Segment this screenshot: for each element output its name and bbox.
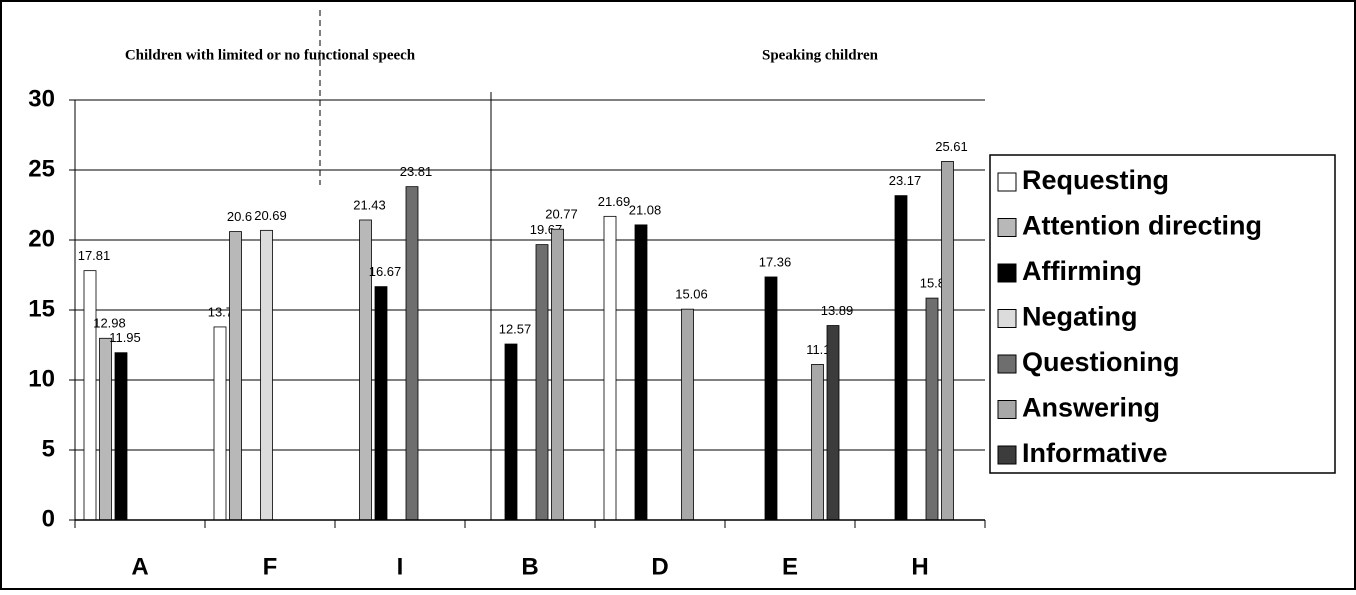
data-label: 11.95 — [109, 330, 141, 345]
legend-label: Requesting — [1022, 165, 1169, 195]
data-label: 20.69 — [254, 208, 287, 223]
y-tick-label: 10 — [28, 365, 55, 392]
bar — [405, 186, 419, 521]
data-label: 20.6 — [227, 209, 252, 224]
legend-label: Attention directing — [1022, 211, 1262, 241]
bar — [925, 297, 939, 521]
bar — [374, 286, 388, 521]
legend — [989, 154, 1336, 474]
bar — [941, 161, 954, 521]
legend-swatch — [997, 400, 1017, 419]
x-tick-label: E — [782, 553, 798, 580]
bar — [681, 308, 694, 521]
bar — [213, 326, 227, 521]
y-tick-label: 25 — [28, 155, 55, 182]
x-tick-label: H — [911, 553, 928, 580]
data-label: 17.81 — [78, 248, 111, 263]
y-tick-label: 0 — [42, 505, 55, 532]
data-label: 21.69 — [598, 194, 631, 209]
x-tick-label: I — [397, 553, 404, 580]
bar — [764, 276, 778, 521]
data-label: 21.43 — [353, 197, 386, 212]
legend-label: Negating — [1022, 302, 1138, 332]
data-label: 15.06 — [675, 287, 708, 302]
data-label: 25.61 — [935, 139, 968, 154]
x-tick-label: A — [131, 553, 148, 580]
data-label: 12.98 — [93, 316, 126, 331]
bar — [83, 270, 97, 521]
legend-swatch — [997, 172, 1017, 192]
legend-swatch — [997, 445, 1017, 465]
legend-swatch — [997, 309, 1017, 328]
bar — [826, 325, 840, 521]
bar — [504, 343, 518, 521]
legend-swatch — [997, 218, 1017, 237]
data-label: 13.89 — [821, 303, 854, 318]
x-tick-label: B — [521, 553, 538, 580]
y-tick-label: 30 — [28, 85, 55, 112]
x-tick-label: D — [651, 553, 668, 580]
legend-swatch — [997, 263, 1017, 283]
x-tick-label: F — [263, 553, 278, 580]
data-label: 20.77 — [545, 207, 578, 222]
bar — [535, 244, 549, 521]
data-label: 12.57 — [499, 321, 532, 336]
annotation: Children with limited or no functional s… — [125, 47, 416, 63]
data-label: 23.81 — [400, 164, 433, 179]
legend-label: Affirming — [1022, 256, 1142, 286]
y-tick-label: 15 — [28, 295, 55, 322]
data-label: 16.67 — [369, 264, 402, 279]
bar — [114, 352, 128, 521]
bar — [99, 337, 112, 521]
legend-label: Questioning — [1022, 347, 1180, 377]
bar — [811, 364, 824, 521]
annotation: Speaking children — [762, 47, 879, 63]
bar — [603, 215, 617, 521]
bar — [894, 195, 908, 521]
legend-label: Informative — [1022, 438, 1168, 468]
y-tick-label: 20 — [28, 225, 55, 252]
data-label: 23.17 — [889, 173, 922, 188]
legend-swatch — [997, 354, 1017, 374]
y-tick-label: 5 — [42, 435, 55, 462]
bar — [260, 229, 273, 521]
bar — [229, 231, 242, 521]
legend-label: Answering — [1022, 393, 1160, 423]
bar — [551, 228, 564, 521]
data-label: 21.08 — [629, 202, 662, 217]
bar — [634, 224, 648, 521]
data-label: 17.36 — [759, 254, 792, 269]
